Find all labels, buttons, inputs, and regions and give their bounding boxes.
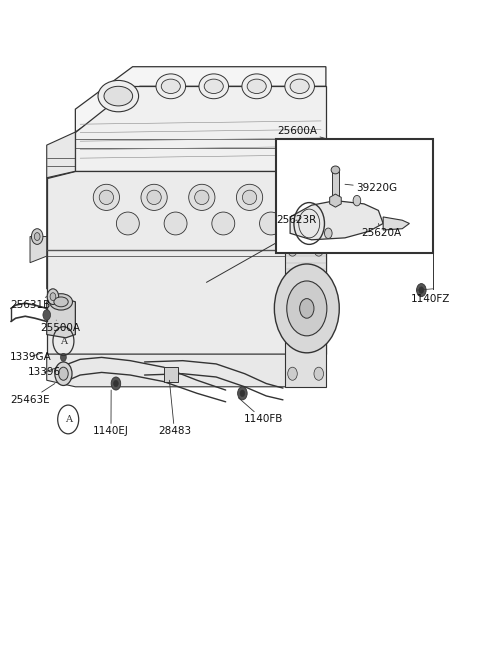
Ellipse shape [54,297,68,307]
Text: 13396: 13396 [28,367,61,377]
Ellipse shape [116,212,139,235]
Circle shape [353,195,361,206]
Text: A: A [60,337,67,346]
Circle shape [47,289,59,304]
Ellipse shape [189,184,215,211]
Polygon shape [383,217,409,230]
Ellipse shape [247,79,266,94]
Circle shape [288,367,297,380]
Ellipse shape [242,74,272,98]
Text: 39220G: 39220G [345,182,397,193]
Circle shape [417,283,426,297]
Text: 1339GA: 1339GA [10,352,52,361]
Ellipse shape [99,190,114,205]
Circle shape [59,367,68,380]
Bar [276,138,433,253]
Bar [332,171,339,204]
Ellipse shape [204,79,223,94]
Ellipse shape [237,184,263,211]
Circle shape [324,228,332,239]
Ellipse shape [260,212,282,235]
Circle shape [50,293,56,300]
Polygon shape [47,132,75,178]
Circle shape [275,264,339,353]
Polygon shape [290,201,383,240]
Ellipse shape [195,190,209,205]
Polygon shape [75,67,326,132]
Ellipse shape [199,74,228,98]
Ellipse shape [141,184,167,211]
Ellipse shape [93,184,120,211]
Ellipse shape [98,81,139,112]
Polygon shape [30,237,47,262]
Circle shape [60,354,66,361]
Circle shape [238,387,247,400]
Circle shape [32,229,43,245]
Circle shape [314,367,324,380]
Polygon shape [47,354,326,387]
Circle shape [287,281,327,336]
Circle shape [111,377,120,390]
Text: 1140EJ: 1140EJ [93,390,129,436]
Ellipse shape [284,184,311,211]
Ellipse shape [49,294,72,310]
Ellipse shape [164,212,187,235]
Text: 25631B: 25631B [10,297,50,310]
Ellipse shape [290,79,309,94]
Polygon shape [47,298,75,338]
Text: 25463E: 25463E [10,384,55,405]
Ellipse shape [161,79,180,94]
Ellipse shape [104,87,132,106]
Ellipse shape [242,190,257,205]
Text: 25623R: 25623R [276,215,316,225]
Circle shape [114,380,118,387]
Circle shape [288,243,297,256]
Text: 1140FZ: 1140FZ [411,290,450,304]
Ellipse shape [290,190,304,205]
Bar [164,367,178,382]
Text: 25600A: 25600A [277,126,326,138]
Circle shape [55,362,72,386]
Circle shape [419,287,424,293]
Text: 1140FB: 1140FB [239,398,283,424]
Circle shape [300,298,314,318]
Text: A: A [65,415,72,424]
Polygon shape [330,194,341,207]
Circle shape [314,243,324,256]
Ellipse shape [212,212,235,235]
Circle shape [240,390,245,397]
Polygon shape [285,171,326,387]
Text: 25620A: 25620A [362,224,402,238]
Text: 25500A: 25500A [40,320,81,333]
Circle shape [43,310,50,320]
Text: 28483: 28483 [158,380,191,436]
Polygon shape [47,171,326,354]
Polygon shape [47,171,75,295]
Ellipse shape [331,166,340,174]
Ellipse shape [285,74,314,98]
Circle shape [34,233,40,241]
Ellipse shape [156,74,186,98]
Polygon shape [75,87,326,171]
Ellipse shape [147,190,161,205]
